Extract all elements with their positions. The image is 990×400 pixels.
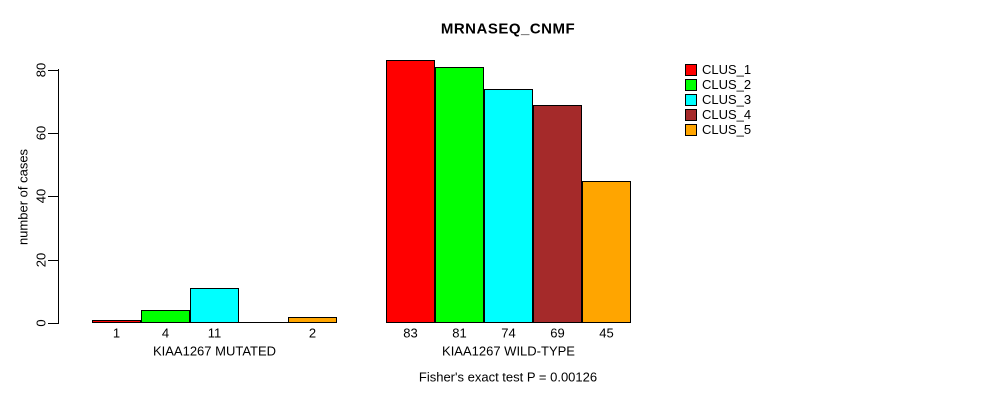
legend-swatch-clus-3 bbox=[685, 94, 697, 106]
legend-item-clus-4: CLUS_4 bbox=[685, 107, 752, 122]
bar-value-label: 45 bbox=[599, 325, 614, 341]
legend-label-clus-5: CLUS_5 bbox=[702, 122, 752, 137]
bar-clus-2-kiaa1267-wild-type bbox=[435, 67, 484, 323]
legend-swatch-clus-1 bbox=[685, 64, 697, 76]
legend-label-clus-1: CLUS_1 bbox=[702, 62, 752, 77]
y-tick-label: 80 bbox=[33, 62, 49, 78]
bar-value-label: 1 bbox=[112, 325, 121, 341]
y-tick-label: 40 bbox=[33, 188, 49, 204]
bar-clus-1-kiaa1267-mutated bbox=[92, 320, 141, 323]
bar-value-label: 83 bbox=[403, 325, 418, 341]
y-axis-label: number of cases bbox=[15, 148, 31, 246]
legend-item-clus-2: CLUS_2 bbox=[685, 77, 752, 92]
bar-value-label: 74 bbox=[501, 325, 516, 341]
bar-clus-5-kiaa1267-wild-type bbox=[582, 181, 631, 323]
legend-label-clus-3: CLUS_3 bbox=[702, 92, 752, 107]
legend-swatch-clus-5 bbox=[685, 124, 697, 136]
y-axis-line bbox=[58, 69, 59, 324]
fisher-test-caption: Fisher's exact test P = 0.00126 bbox=[418, 369, 598, 385]
legend-item-clus-5: CLUS_5 bbox=[685, 122, 752, 137]
chart-title: MRNASEQ_CNMF bbox=[440, 20, 576, 38]
bar-clus-1-kiaa1267-wild-type bbox=[386, 60, 435, 323]
bar-clus-4-kiaa1267-wild-type bbox=[533, 105, 582, 323]
legend-label-clus-2: CLUS_2 bbox=[702, 77, 752, 92]
bar-clus-5-kiaa1267-mutated bbox=[288, 317, 337, 323]
y-tick bbox=[48, 196, 58, 197]
bar-value-label: 4 bbox=[161, 325, 170, 341]
y-tick-label: 20 bbox=[33, 252, 49, 268]
bar-value-label: 81 bbox=[452, 325, 467, 341]
bar-clus-3-kiaa1267-mutated bbox=[190, 288, 239, 323]
bar-clus-2-kiaa1267-mutated bbox=[141, 310, 190, 323]
y-tick bbox=[48, 323, 58, 324]
y-tick-label: 0 bbox=[33, 319, 49, 327]
bar-value-label: 2 bbox=[308, 325, 317, 341]
y-tick bbox=[48, 70, 58, 71]
legend-swatch-clus-2 bbox=[685, 79, 697, 91]
bar-value-label: 69 bbox=[550, 325, 565, 341]
group-label-kiaa1267-wild-type: KIAA1267 WILD-TYPE bbox=[442, 343, 575, 359]
legend-label-clus-4: CLUS_4 bbox=[702, 107, 752, 122]
y-tick bbox=[48, 133, 58, 134]
legend-item-clus-1: CLUS_1 bbox=[685, 62, 752, 77]
bar-value-label: 11 bbox=[207, 325, 222, 341]
legend-swatch-clus-4 bbox=[685, 109, 697, 121]
y-tick bbox=[48, 260, 58, 261]
legend-item-clus-3: CLUS_3 bbox=[685, 92, 752, 107]
legend: CLUS_1 CLUS_2 CLUS_3 CLUS_4 CLUS_5 bbox=[685, 62, 752, 137]
bar-clus-3-kiaa1267-wild-type bbox=[484, 89, 533, 323]
group-label-kiaa1267-mutated: KIAA1267 MUTATED bbox=[152, 343, 277, 359]
y-tick-label: 60 bbox=[33, 125, 49, 141]
